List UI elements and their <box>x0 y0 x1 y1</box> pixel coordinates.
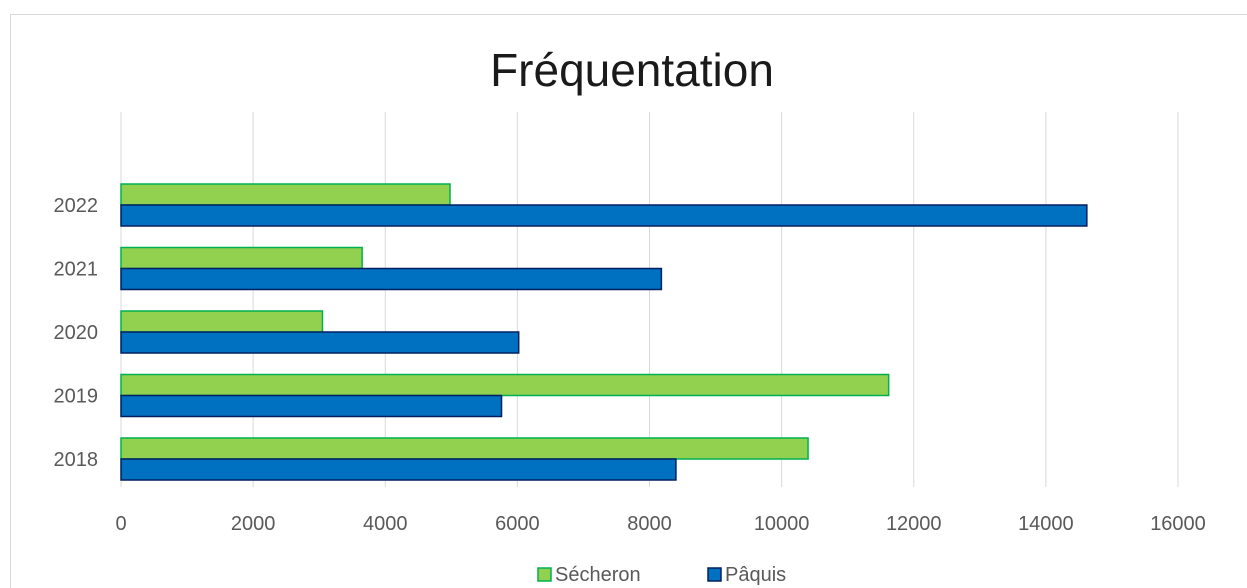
y-tick-label: 2021 <box>54 259 99 281</box>
x-tick-label: 10000 <box>754 513 810 535</box>
x-tick-label: 6000 <box>495 513 540 535</box>
x-axis-tick-labels: 0 2000 4000 6000 8000 10000 12000 14000 16000 <box>115 513 1205 535</box>
bar-Sécheron-2020 <box>120 310 324 333</box>
x-tick-label: 14000 <box>1018 513 1074 535</box>
x-tick-label: 2000 <box>231 513 276 535</box>
chart-title: Fréquentation <box>490 44 774 96</box>
legend-label: Sécheron <box>555 564 641 586</box>
y-tick-label: 2019 <box>54 386 99 408</box>
bar-Pâquis-2018 <box>120 458 677 481</box>
x-tick-label: 8000 <box>627 513 672 535</box>
bar-Sécheron-2019 <box>120 373 890 397</box>
bar-Pâquis-2021 <box>120 267 663 291</box>
legend-swatch <box>707 567 722 582</box>
x-tick-label: 16000 <box>1150 513 1206 535</box>
bar-Pâquis-2020 <box>120 331 520 354</box>
chart-frame <box>10 14 1247 588</box>
legend-swatch <box>537 567 552 582</box>
x-tick-label: 0 <box>115 513 126 535</box>
bars <box>120 183 1088 481</box>
x-tick-label: 4000 <box>363 513 408 535</box>
bar-Pâquis-2022 <box>120 204 1088 227</box>
x-tick-label: 12000 <box>886 513 942 535</box>
bar-Pâquis-2019 <box>120 394 503 418</box>
y-tick-label: 2018 <box>54 449 99 471</box>
y-tick-label: 2020 <box>54 322 99 344</box>
legend: Sécheron Pâquis <box>537 564 786 586</box>
y-tick-label: 2022 <box>54 195 99 217</box>
y-axis-tick-labels: 2018 2019 2020 2021 2022 <box>54 195 99 471</box>
bar-Sécheron-2018 <box>120 437 809 460</box>
bar-Sécheron-2022 <box>120 183 451 206</box>
gridlines <box>120 112 1179 487</box>
legend-label: Pâquis <box>725 564 786 586</box>
bar-Sécheron-2021 <box>120 246 363 270</box>
